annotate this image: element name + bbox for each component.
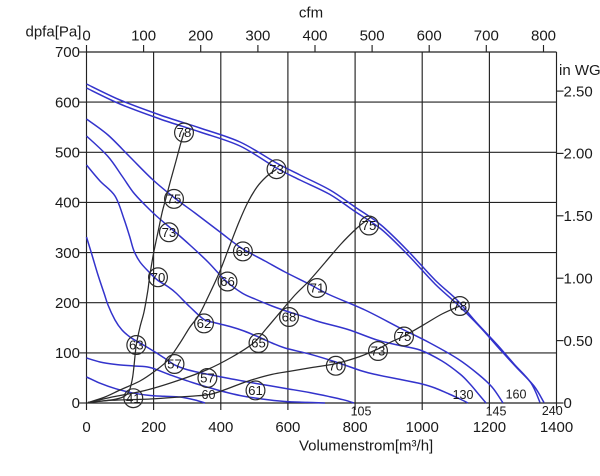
svg-text:800: 800 — [343, 419, 368, 436]
svg-text:240: 240 — [542, 404, 563, 418]
svg-text:63: 63 — [129, 338, 144, 353]
svg-text:68: 68 — [282, 310, 297, 325]
svg-text:1.50: 1.50 — [564, 208, 593, 225]
svg-text:1200: 1200 — [473, 419, 506, 436]
svg-text:cfm: cfm — [299, 5, 323, 22]
svg-text:69: 69 — [236, 244, 251, 259]
svg-text:400: 400 — [302, 28, 327, 45]
svg-text:200: 200 — [188, 28, 213, 45]
svg-text:0: 0 — [564, 395, 572, 412]
svg-text:75: 75 — [167, 192, 182, 207]
svg-text:100: 100 — [131, 28, 156, 45]
svg-text:145: 145 — [486, 404, 507, 418]
svg-text:100: 100 — [55, 345, 80, 362]
svg-text:61: 61 — [248, 383, 263, 398]
svg-text:800: 800 — [531, 28, 556, 45]
svg-text:700: 700 — [474, 28, 499, 45]
svg-text:105: 105 — [351, 405, 372, 419]
svg-text:0: 0 — [82, 28, 90, 45]
svg-text:0.50: 0.50 — [564, 333, 593, 350]
svg-text:160: 160 — [506, 388, 527, 402]
svg-text:130: 130 — [453, 388, 474, 402]
svg-text:78: 78 — [177, 125, 192, 140]
svg-text:78: 78 — [452, 299, 467, 314]
svg-text:0: 0 — [72, 395, 80, 412]
svg-text:66: 66 — [220, 274, 235, 289]
svg-text:400: 400 — [208, 419, 233, 436]
svg-text:65: 65 — [251, 336, 266, 351]
svg-text:73: 73 — [371, 344, 386, 359]
svg-text:2.00: 2.00 — [564, 146, 593, 163]
svg-text:500: 500 — [360, 28, 385, 45]
svg-text:1400: 1400 — [540, 419, 573, 436]
svg-text:73: 73 — [269, 162, 284, 177]
svg-text:600: 600 — [275, 419, 300, 436]
svg-text:400: 400 — [55, 195, 80, 212]
svg-text:in WG: in WG — [559, 62, 600, 79]
svg-text:300: 300 — [55, 245, 80, 262]
svg-text:700: 700 — [55, 44, 80, 61]
svg-text:75: 75 — [397, 329, 412, 344]
svg-text:41: 41 — [126, 391, 141, 406]
svg-text:60: 60 — [202, 388, 216, 402]
svg-text:75: 75 — [362, 218, 377, 233]
svg-text:Volumenstrom[m³/h]: Volumenstrom[m³/h] — [299, 438, 433, 455]
svg-text:57: 57 — [200, 371, 215, 386]
svg-text:73: 73 — [162, 225, 177, 240]
svg-text:300: 300 — [245, 28, 270, 45]
svg-text:57: 57 — [167, 357, 182, 372]
svg-text:500: 500 — [55, 145, 80, 162]
svg-text:1000: 1000 — [406, 419, 439, 436]
svg-text:2.50: 2.50 — [564, 83, 593, 100]
svg-text:1.00: 1.00 — [564, 270, 593, 287]
svg-text:70: 70 — [328, 359, 343, 374]
svg-text:600: 600 — [55, 94, 80, 111]
svg-text:71: 71 — [310, 281, 325, 296]
svg-text:0: 0 — [82, 419, 90, 436]
svg-text:200: 200 — [55, 295, 80, 312]
svg-text:62: 62 — [197, 316, 212, 331]
svg-text:200: 200 — [141, 419, 166, 436]
svg-text:600: 600 — [417, 28, 442, 45]
svg-text:70: 70 — [151, 270, 166, 285]
svg-text:dpfa[Pa]: dpfa[Pa] — [26, 23, 82, 40]
